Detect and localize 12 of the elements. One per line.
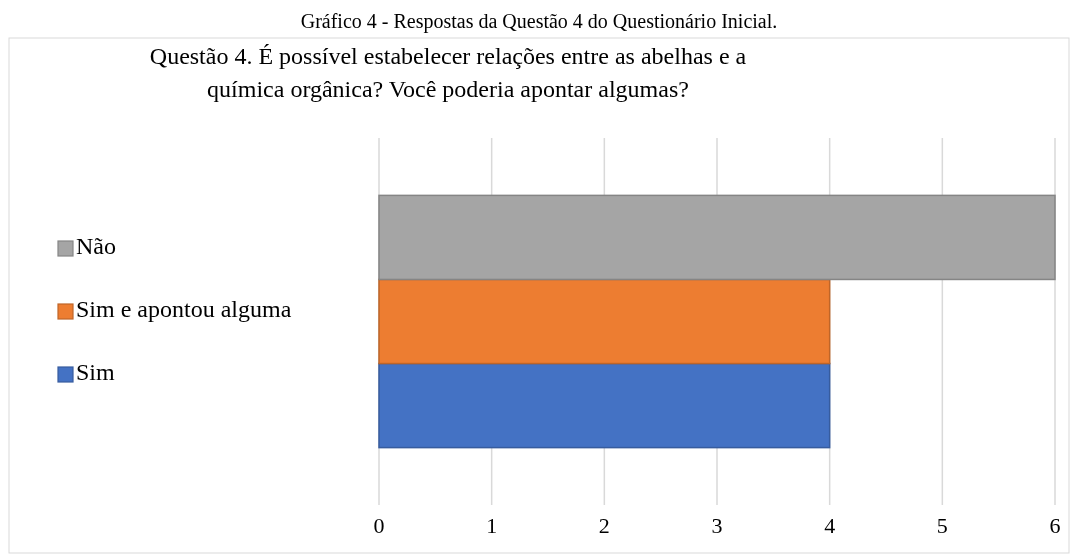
x-tick-label: 6: [1049, 513, 1061, 538]
legend-label: Não: [76, 232, 116, 259]
x-tick-label: 0: [373, 513, 385, 538]
x-tick-label: 1: [486, 513, 498, 538]
chart-title: Gráfico 4 - Respostas da Questão 4 do Questionário Inicial.: [300, 10, 778, 34]
x-tick-label: 4: [824, 513, 836, 538]
x-tick-label: 5: [936, 513, 948, 538]
legend-label: Sim e apontou alguma: [76, 295, 292, 322]
legend-label: Sim: [76, 358, 116, 385]
x-tick-label: 3: [711, 513, 723, 538]
chart-subtitle: Questão 4. É possível estabelecer relações entre as abelhas e a química orgânica? Você poderia apontar algumas?: [149, 43, 747, 102]
x-tick-label: 2: [598, 513, 610, 538]
